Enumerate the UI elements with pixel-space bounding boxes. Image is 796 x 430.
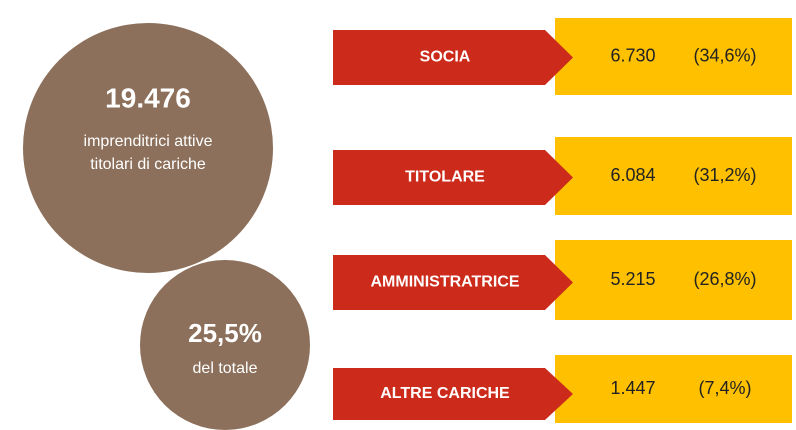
total-label: imprenditrici attive bbox=[84, 133, 213, 150]
value-box bbox=[555, 18, 792, 95]
value-box bbox=[555, 355, 792, 423]
rows: SOCIA 6.730 (34,6%) TITOLARE 6.084 (31,2%) AMM… bbox=[333, 18, 792, 423]
row-percent: (26,8%) bbox=[693, 269, 756, 289]
row-label: SOCIA bbox=[420, 49, 471, 66]
label-arrow bbox=[333, 255, 573, 310]
row-count: 6.730 bbox=[610, 45, 655, 65]
row-label: AMMINISTRATRICE bbox=[370, 274, 519, 291]
row-label: TITOLARE bbox=[405, 169, 485, 186]
share-value: 25,5% bbox=[188, 318, 262, 348]
row-percent: (31,2%) bbox=[693, 165, 756, 185]
row-percent: (7,4%) bbox=[698, 378, 751, 398]
value-box bbox=[555, 137, 792, 215]
row-percent: (34,6%) bbox=[693, 45, 756, 65]
value-box bbox=[555, 240, 792, 320]
row-count: 5.215 bbox=[610, 269, 655, 289]
row-count: 6.084 bbox=[610, 165, 655, 185]
row-count: 1.447 bbox=[610, 378, 655, 398]
total-label: titolari di cariche bbox=[90, 156, 206, 173]
label-arrow bbox=[333, 150, 573, 205]
share-circle bbox=[140, 260, 310, 430]
label-arrow bbox=[333, 30, 573, 85]
row-label: ALTRE CARICHE bbox=[380, 385, 510, 402]
total-circle bbox=[23, 23, 273, 273]
share-label: del totale bbox=[193, 360, 258, 377]
total-value: 19.476 bbox=[105, 82, 191, 113]
label-arrow bbox=[333, 368, 573, 420]
